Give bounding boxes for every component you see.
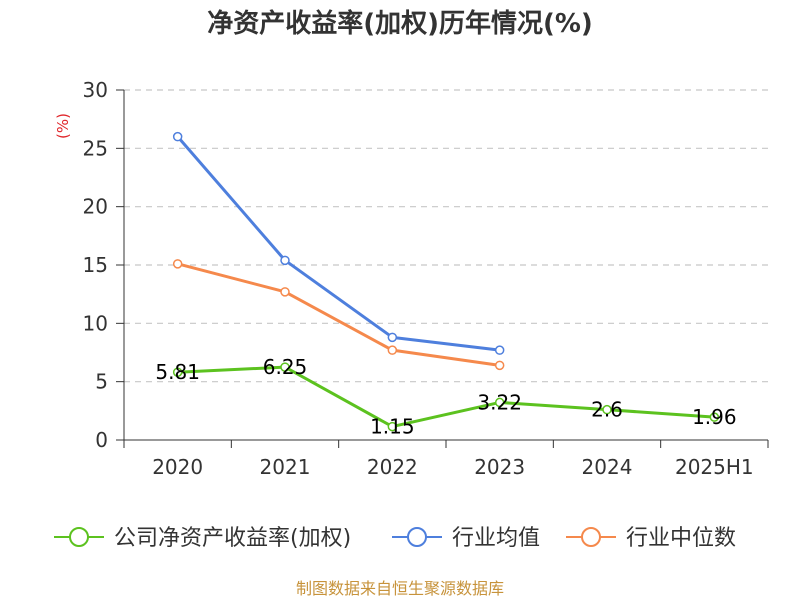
data-point	[387, 332, 398, 343]
data-point	[172, 259, 183, 269]
legend-marker	[407, 527, 427, 547]
data-point	[709, 412, 720, 422]
data-label: 1.96	[692, 405, 737, 429]
data-point	[494, 345, 505, 355]
legend-label: 公司净资产收益率(加权)	[114, 526, 351, 551]
legend: 公司净资产收益率(加权) 行业均值 行业中位数	[54, 526, 736, 551]
data-label: 5.81	[155, 360, 200, 384]
grid	[124, 89, 768, 383]
data-point	[172, 367, 183, 377]
data-point	[387, 421, 398, 432]
chart-title: 净资产收益率(加权)历年情况(%)	[207, 8, 593, 39]
y-tick-label: 25	[83, 136, 108, 160]
legend-label: 行业均值	[452, 526, 540, 551]
y-tick-label: 10	[83, 311, 108, 335]
series-line	[176, 135, 500, 352]
series-line	[177, 365, 715, 429]
y-tick-label: 15	[83, 253, 108, 277]
source-note: 制图数据来自恒生聚源数据库	[296, 579, 504, 598]
data-point	[280, 255, 290, 266]
axes: 0 5 10 15 20 25 30 2020 2021 2022 2023 2024 2025H1	[83, 78, 769, 479]
data-label: 2.6	[591, 398, 623, 422]
x-tick-label: 2025H1	[675, 455, 754, 479]
data-point	[172, 131, 183, 142]
legend-marker	[581, 527, 601, 547]
x-tick-label: 2022	[367, 455, 418, 479]
x-tick-label: 2021	[260, 455, 311, 479]
data-point	[602, 404, 612, 415]
data-point	[280, 287, 290, 297]
data-point	[494, 397, 505, 408]
legend-label: 行业中位数	[626, 526, 736, 551]
data-point	[280, 362, 290, 372]
series-lines	[172, 131, 720, 432]
data-label: 6.25	[263, 355, 308, 379]
data-labels: 5.81 6.25 1.15 3.22 2.6 1.96	[155, 355, 736, 439]
data-point	[494, 360, 505, 371]
y-tick-label: 5	[95, 370, 108, 394]
x-tick-label: 2020	[152, 455, 203, 479]
series-line	[177, 262, 500, 367]
x-tick-label: 2023	[474, 455, 525, 479]
legend-marker	[69, 527, 89, 547]
x-tick-label: 2024	[582, 455, 633, 479]
data-label: 1.15	[370, 415, 415, 439]
y-tick-label: 30	[83, 78, 108, 102]
data-point	[387, 345, 398, 355]
y-tick-label: 0	[95, 428, 108, 452]
y-tick-label: 20	[83, 195, 108, 219]
data-label: 3.22	[477, 390, 522, 414]
y-axis-unit: (%)	[54, 113, 72, 139]
